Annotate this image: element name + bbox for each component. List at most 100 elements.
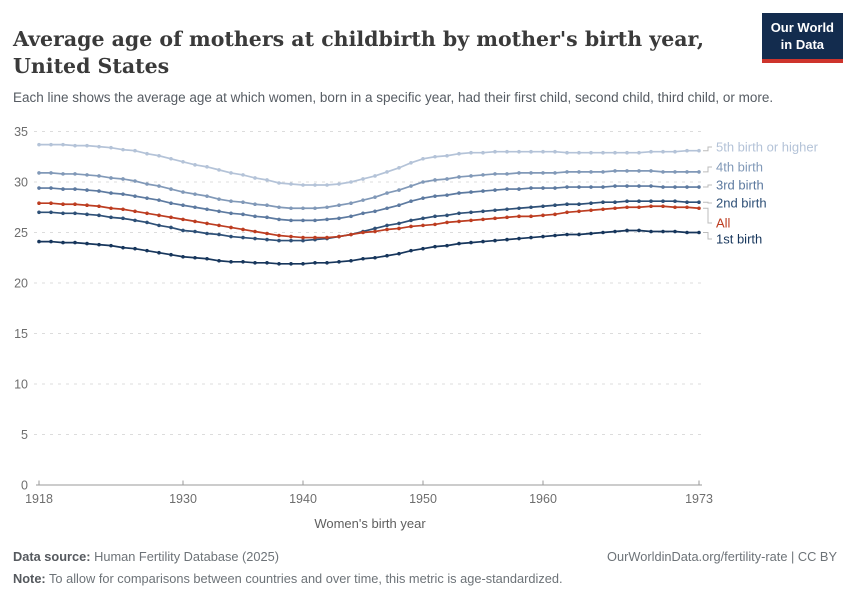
data-point [217,232,221,237]
data-point [421,223,425,228]
data-point [685,230,689,235]
data-point [205,207,209,212]
data-point [565,150,569,155]
x-tick-label: 1918 [25,492,53,506]
data-point [673,229,677,234]
data-point [457,191,461,195]
data-point [169,225,173,230]
data-point [289,234,293,239]
data-point [193,219,197,224]
data-point [49,201,53,206]
series-line-1st-birth[interactable] [39,229,699,265]
series-line-2nd-birth[interactable] [39,200,699,242]
data-point [109,206,113,211]
series-2nd-birth[interactable] [37,199,701,243]
series-3rd-birth[interactable] [37,184,701,223]
data-point [385,253,389,258]
chart-subtitle: Each line shows the average age at which… [13,89,774,105]
data-point [493,172,497,176]
data-point [121,216,125,221]
series-line-4th-birth[interactable] [39,170,699,210]
data-point [589,231,593,236]
legend-label-5th-birth-or-higher[interactable]: 5th birth or higher [716,140,819,155]
data-point [685,205,689,210]
x-tick-label: 1973 [685,492,713,506]
data-point [73,187,77,191]
x-tick-label: 1950 [409,492,437,506]
data-point [217,223,221,228]
data-point [157,223,161,228]
data-point [145,151,149,156]
data-point [673,185,677,189]
data-point [553,171,557,175]
series-all[interactable] [37,201,701,240]
data-point [37,171,41,175]
data-point [673,205,677,210]
data-point [673,149,677,154]
data-point [637,199,641,203]
data-point [49,186,53,190]
data-point [385,206,389,211]
data-point [481,189,485,193]
data-point [325,217,329,222]
series-4th-birth[interactable] [37,169,701,211]
series-5th-birth-or-higher[interactable] [37,142,701,187]
data-point [253,236,257,241]
series-line-3rd-birth[interactable] [39,185,699,222]
series-line-all[interactable] [39,202,700,239]
data-point [49,142,53,147]
data-point [517,214,521,219]
data-point [601,150,605,155]
legend-label-1st-birth[interactable]: 1st birth [716,232,762,247]
data-point [325,235,329,240]
data-point [445,153,449,158]
data-point [685,200,689,204]
data-point [685,185,689,189]
owid-link[interactable]: OurWorldinData.org/fertility-rate | CC B… [607,549,837,564]
data-point [409,161,413,165]
x-tick-label: 1960 [529,492,557,506]
data-point [181,217,185,222]
data-point [589,150,593,155]
legend-label-2nd-birth[interactable]: 2nd birth [716,196,767,211]
data-point [649,199,653,203]
data-point [433,194,437,198]
data-point [517,206,521,211]
data-point [637,228,641,233]
data-point [553,203,557,208]
data-point [481,217,485,222]
legend-label-all[interactable]: All [716,216,731,231]
data-point [409,184,413,188]
legend-connector [703,184,712,188]
data-point [301,235,305,240]
legend-label-4th-birth[interactable]: 4th birth [716,160,763,175]
data-point [217,258,221,263]
data-point [577,202,581,207]
series-line-5th-birth-or-higher[interactable] [39,143,699,186]
data-point [661,149,665,154]
y-tick-label: 10 [14,378,28,392]
data-point [133,179,137,183]
data-point [517,236,521,241]
data-point [601,200,605,204]
data-point [505,187,509,191]
data-point [181,160,185,164]
data-point [577,150,581,155]
data-point [433,222,437,227]
legend-label-3rd-birth[interactable]: 3rd birth [716,178,764,193]
series-1st-birth[interactable] [37,228,701,266]
data-point [265,203,269,208]
data-point [313,235,317,240]
data-point [145,220,149,225]
owid-logo-line2: in Data [780,36,825,52]
data-point [169,215,173,220]
data-point [313,206,317,211]
data-point [109,191,113,195]
owid-logo[interactable]: Our World in Data [761,13,843,63]
data-point [229,211,233,216]
data-point [661,185,665,189]
data-point [61,211,65,216]
data-point [469,210,473,215]
data-point [253,229,257,234]
data-point [253,176,257,180]
